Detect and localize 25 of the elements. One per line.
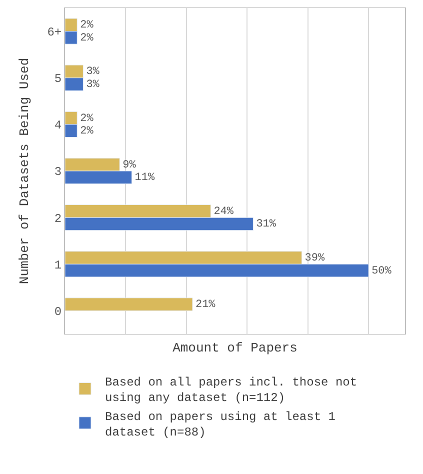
data-label: 3% [86, 66, 100, 78]
legend-label: Based on all papers incl. those not using any dataset (n=112) [105, 376, 358, 406]
data-label: 39% [304, 252, 325, 264]
data-label: 2% [80, 126, 94, 138]
y-tick-label: 1 [54, 258, 62, 272]
data-label: 24% [214, 206, 234, 218]
data-label: 21% [196, 299, 216, 312]
legend-label: Based on papers using at least 1 dataset (n=88) [105, 410, 336, 440]
x-axis-title: Amount of Papers [172, 340, 298, 356]
data-label: 31% [256, 218, 276, 231]
y-tick-label: 5 [54, 72, 62, 86]
data-label: 9% [122, 159, 136, 172]
y-tick-label: 2 [54, 212, 62, 226]
data-label: 2% [80, 112, 94, 125]
y-tick-label: 4 [54, 118, 62, 133]
y-axis-title: Number of Datasets Being Used [17, 58, 32, 284]
data-label: 2% [80, 20, 94, 32]
data-label: 2% [80, 32, 94, 44]
y-tick-label: 0 [54, 304, 62, 319]
y-tick-label: 6+ [47, 25, 62, 40]
bar [65, 298, 193, 311]
data-label: 3% [86, 79, 100, 92]
data-label: 11% [134, 172, 155, 184]
data-label: 50% [372, 265, 392, 278]
y-tick-label: 3 [54, 165, 62, 180]
